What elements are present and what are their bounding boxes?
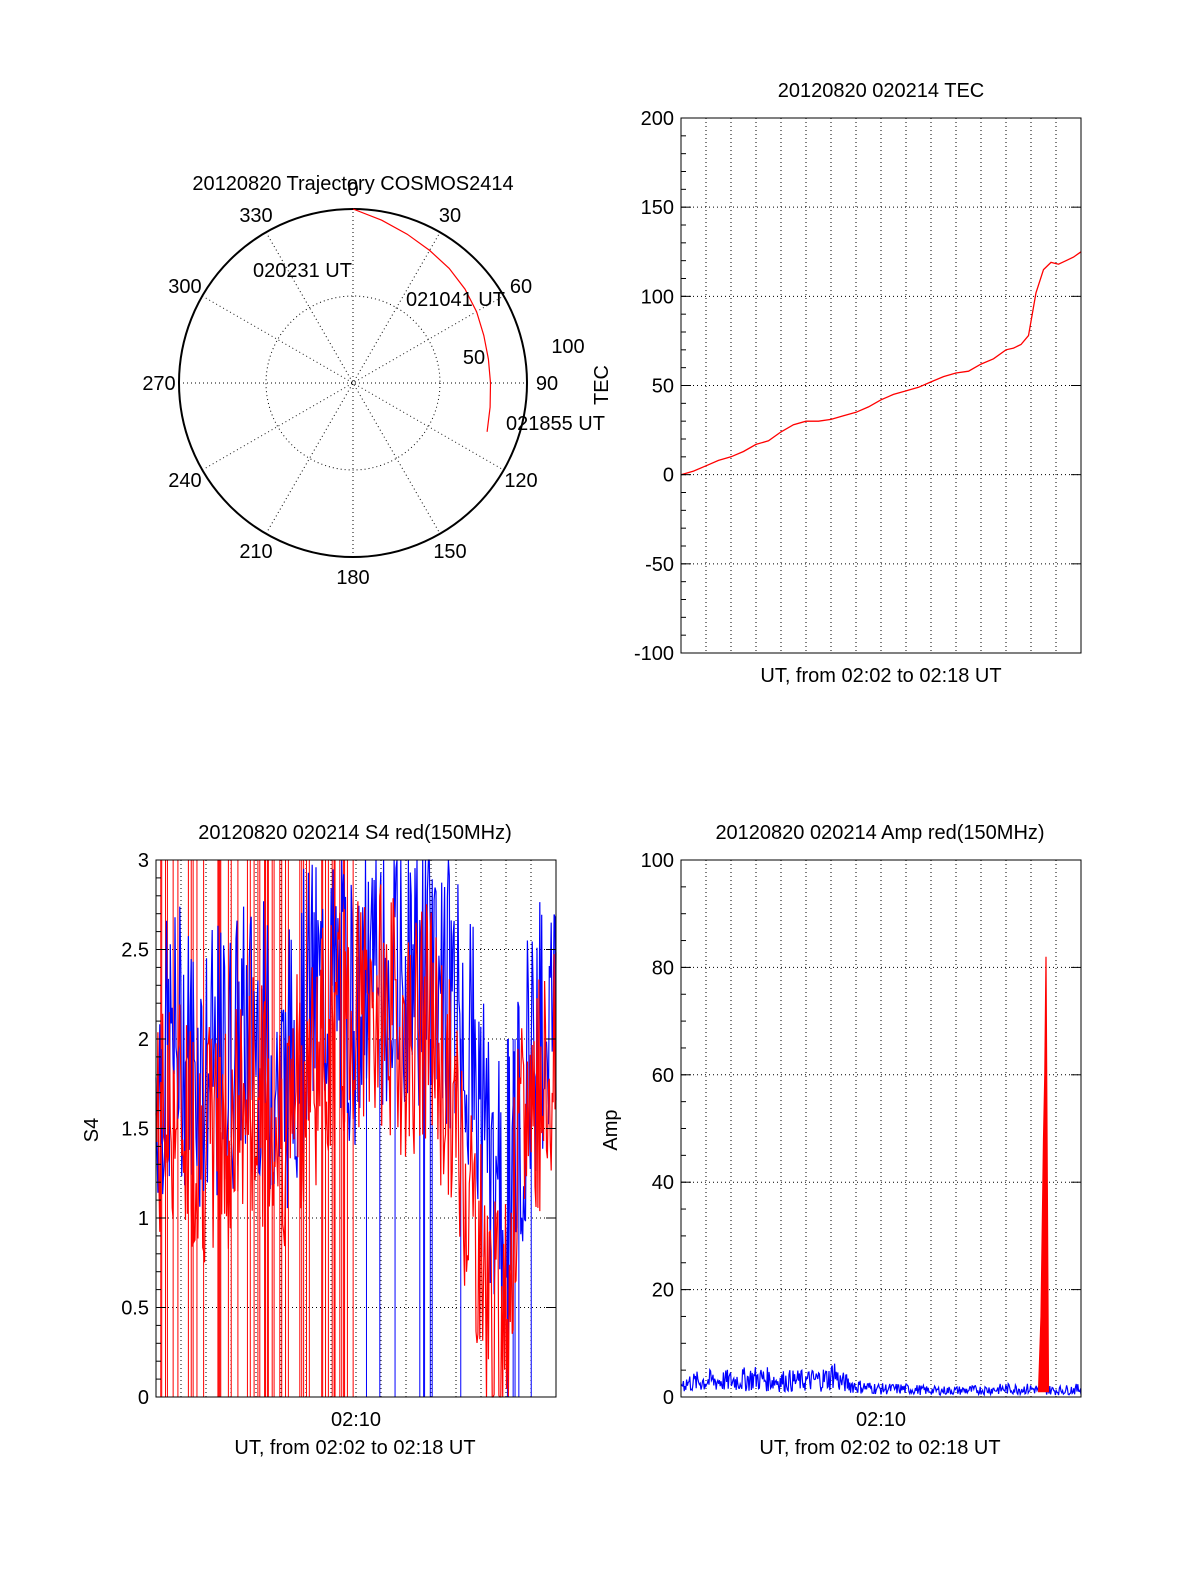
s4-ytick-label-6: 0 xyxy=(138,1387,149,1409)
polar-angle-label-60: 60 xyxy=(510,276,532,298)
tec-series-line xyxy=(680,251,1082,476)
s4-ytick-label-4: 1 xyxy=(138,1208,149,1230)
s4-xtick-label: 02:10 xyxy=(331,1409,381,1431)
tec-ytick-label-5: -50 xyxy=(645,554,674,576)
polar-title: 20120820 Trajectory COSMOS2414 xyxy=(192,173,513,195)
polar-angle-label-30: 30 xyxy=(439,205,461,227)
tec-title: 20120820 020214 TEC xyxy=(778,80,984,102)
amp-y-ticks: 100 80 60 40 20 0 xyxy=(641,850,1081,1409)
s4-ytick-label-3: 1.5 xyxy=(121,1119,149,1141)
amp-panel: 20120820 020214 Amp red(150MHz) 100 80 60 4… xyxy=(600,822,1082,1459)
tec-ylabel: TEC xyxy=(591,365,613,405)
polar-inner-ring xyxy=(265,295,441,471)
amp-ytick-label-2: 60 xyxy=(652,1065,674,1087)
tec-ytick-label-0: 200 xyxy=(641,108,674,130)
tec-y-ticks: 200 150 100 50 0 -50 -100 xyxy=(634,108,1081,665)
s4-red-series-line xyxy=(155,884,557,1398)
polar-angle-label-180: 180 xyxy=(336,567,369,589)
amp-red-series-line xyxy=(1037,956,1050,1393)
amp-xtick-label: 02:10 xyxy=(856,1409,906,1431)
tec-grid xyxy=(681,118,1081,653)
s4-ylabel: S4 xyxy=(81,1118,103,1142)
polar-panel: 20120820 Trajectory COSMOS2414 0 30 60 90 12… xyxy=(142,173,605,589)
polar-angle-label-210: 210 xyxy=(239,541,272,563)
polar-trajectory-line xyxy=(352,208,492,432)
tec-xlabel: UT, from 02:02 to 02:18 UT xyxy=(760,665,1001,687)
tec-ytick-label-1: 150 xyxy=(641,197,674,219)
polar-angle-label-120: 120 xyxy=(504,470,537,492)
tec-ytick-label-6: -100 xyxy=(634,643,674,665)
polar-annotation-end: 021855 UT xyxy=(506,413,605,435)
s4-ytick-label-5: 0.5 xyxy=(121,1298,149,1320)
polar-annotation-mid: 021041 UT xyxy=(406,289,505,311)
amp-blue-series-line xyxy=(680,1363,1082,1397)
amp-ytick-label-5: 0 xyxy=(663,1387,674,1409)
s4-ytick-label-1: 2.5 xyxy=(121,940,149,962)
s4-ytick-label-0: 3 xyxy=(138,850,149,872)
s4-title: 20120820 020214 S4 red(150MHz) xyxy=(198,822,512,844)
polar-spokes xyxy=(179,209,527,557)
amp-title: 20120820 020214 Amp red(150MHz) xyxy=(715,822,1044,844)
polar-angle-label-240: 240 xyxy=(168,470,201,492)
s4-y-ticks: 3 2.5 2 1.5 1 0.5 0 xyxy=(121,850,556,1409)
polar-angle-label-300: 300 xyxy=(168,276,201,298)
amp-ytick-label-4: 20 xyxy=(652,1280,674,1302)
polar-angle-label-150: 150 xyxy=(433,541,466,563)
s4-ytick-label-2: 2 xyxy=(138,1029,149,1051)
polar-angle-label-270: 270 xyxy=(142,373,175,395)
amp-xlabel: UT, from 02:02 to 02:18 UT xyxy=(759,1437,1000,1459)
polar-angle-labels: 0 30 60 90 120 150 180 210 240 270 300 330 xyxy=(142,179,558,589)
amp-ytick-label-1: 80 xyxy=(652,957,674,979)
polar-ring-label-100: 100 xyxy=(551,336,584,358)
s4-panel: 20120820 020214 S4 red(150MHz) 3 2.5 2 1.5 1… xyxy=(81,822,557,1459)
tec-panel: 20120820 020214 TEC 200150100500-50-100 … xyxy=(591,80,1082,687)
tec-ytick-label-4: 0 xyxy=(663,465,674,487)
polar-annotation-start: 020231 UT xyxy=(253,260,352,282)
polar-angle-label-0: 0 xyxy=(347,179,358,201)
amp-ytick-label-0: 100 xyxy=(641,850,674,872)
amp-ytick-label-3: 40 xyxy=(652,1172,674,1194)
s4-xlabel: UT, from 02:02 to 02:18 UT xyxy=(234,1437,475,1459)
tec-ytick-label-2: 100 xyxy=(641,286,674,308)
polar-angle-label-90: 90 xyxy=(536,373,558,395)
polar-angle-label-330: 330 xyxy=(239,205,272,227)
polar-ring-label-50: 50 xyxy=(463,347,485,369)
amp-grid xyxy=(681,860,1081,1397)
tec-ytick-label-3: 50 xyxy=(652,376,674,398)
amp-ylabel: Amp xyxy=(600,1109,622,1150)
